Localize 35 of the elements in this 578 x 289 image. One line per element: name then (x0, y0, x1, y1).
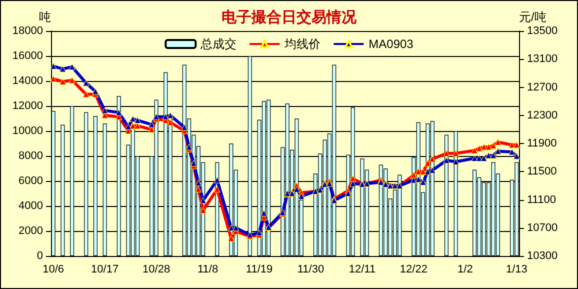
y-axis-title: 吨 (39, 10, 51, 24)
legend-label: 总成交 (200, 37, 237, 51)
y-tick-label: 16000 (12, 50, 43, 62)
legend-label: 均线价 (284, 37, 321, 51)
y-tick-label: 10000 (12, 125, 43, 137)
x-tick-label: 10/28 (142, 264, 170, 276)
y2-tick-label: 11500 (527, 166, 557, 178)
y2-tick-label: 12300 (527, 109, 558, 122)
y2-tick-label: 13100 (527, 53, 558, 66)
y2-tick-label: 12700 (527, 81, 558, 94)
y2-tick-label: 10700 (527, 222, 558, 234)
x-tick-label: 11/8 (197, 264, 218, 276)
x-tick-label: 12/11 (348, 264, 376, 276)
x-tick-label: 1/2 (458, 264, 473, 276)
y-tick-label: 2000 (18, 225, 43, 237)
y-tick-label: 4000 (18, 200, 43, 212)
chart-title: 电子撮合日交易情况 (222, 8, 358, 26)
y2-tick-label: 11900 (527, 138, 557, 150)
y-tick-label: 12000 (12, 100, 43, 112)
x-tick-label: 10/6 (42, 264, 64, 276)
y2-tick-label: 11100 (527, 194, 556, 206)
legend-label: MA0903 (368, 37, 414, 51)
x-tick-label: 11/30 (297, 264, 324, 276)
y-tick-label: 0 (36, 250, 43, 262)
y2-tick-label: 13500 (527, 25, 558, 37)
y2-tick-label: 10300 (527, 250, 558, 262)
y2-axis-title: 元/吨 (519, 10, 546, 24)
y-tick-label: 8000 (18, 150, 43, 162)
x-tick-label: 1/13 (506, 264, 528, 276)
x-tick-label: 11/19 (246, 264, 273, 276)
y-tick-label: 6000 (18, 175, 43, 187)
y-tick-label: 18000 (12, 25, 43, 37)
x-tick-label: 10/17 (91, 264, 119, 276)
x-tick-label: 12/22 (400, 264, 428, 276)
y-tick-label: 14000 (12, 75, 43, 87)
